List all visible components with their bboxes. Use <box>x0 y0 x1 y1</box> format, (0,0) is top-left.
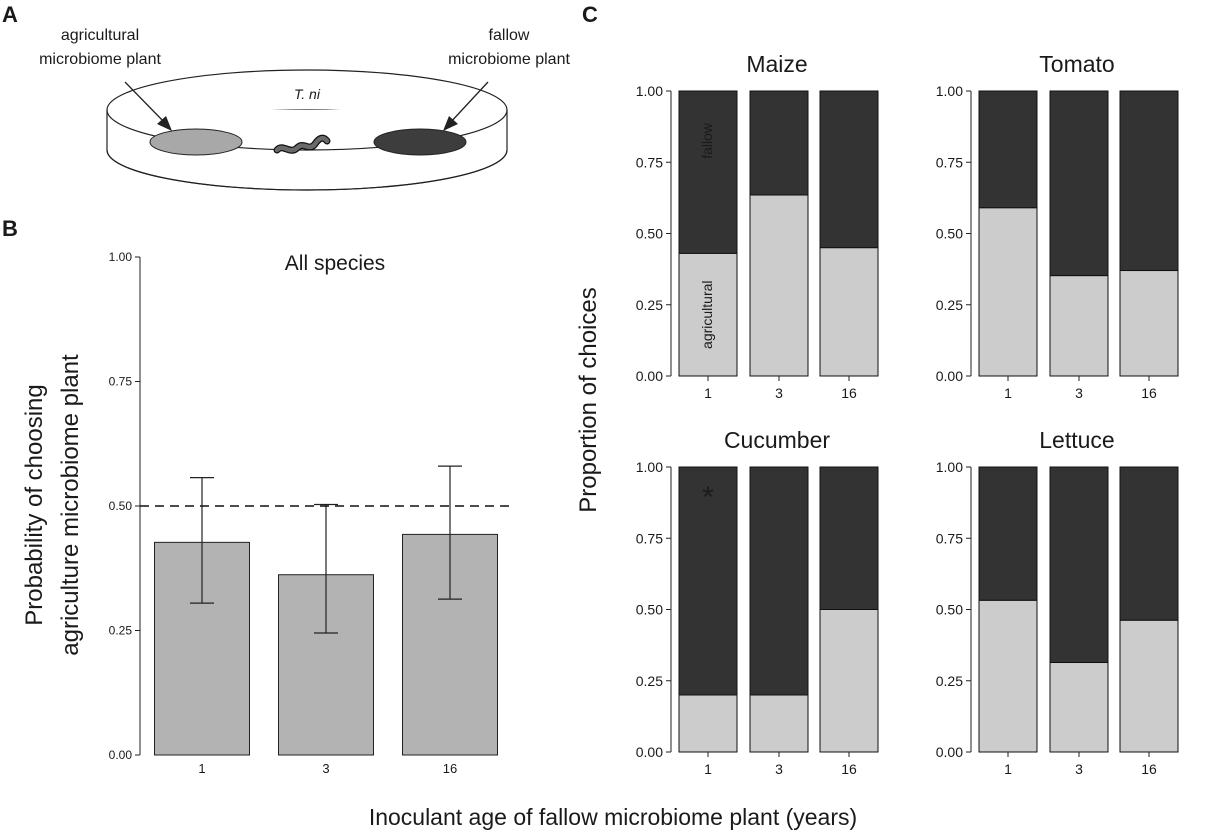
c-inner-label-fallow: fallow <box>699 122 715 159</box>
c-x-tick-label: 3 <box>1075 385 1083 401</box>
c-x-tick-label: 1 <box>704 385 712 401</box>
c-bar-agricultural <box>749 194 809 377</box>
c-y-tick-label: 0.50 <box>636 602 663 618</box>
c-bar-agricultural <box>749 694 809 753</box>
c-x-tick-label: 1 <box>1004 385 1012 401</box>
b-y-tick-label: 0.50 <box>109 499 133 513</box>
c-y-tick-label: 0.50 <box>636 226 663 242</box>
panel-b-bar-chart: All species Probability of choosing agri… <box>21 250 512 776</box>
b-y-tick-label: 0.75 <box>109 375 133 389</box>
agricultural-label-line2: microbiome plant <box>39 51 161 68</box>
c-y-tick-label: 0.00 <box>636 368 663 384</box>
b-y-axis-label-line1: Probability of choosing <box>21 384 48 625</box>
c-bar-fallow <box>1049 90 1109 277</box>
c-x-tick-label: 16 <box>1141 385 1157 401</box>
c-x-tick-label: 3 <box>775 385 783 401</box>
panel-label-a: A <box>2 2 18 27</box>
shared-x-axis-label: Inoculant age of fallow microbiome plant… <box>369 804 857 830</box>
left-arrow-head <box>157 116 172 131</box>
b-chart-title: All species <box>285 252 385 275</box>
c-y-tick-label: 0.25 <box>636 297 663 313</box>
c-x-tick-label: 16 <box>841 761 857 777</box>
tni-label: T. ni <box>294 86 321 102</box>
fallow-label-line2: microbiome plant <box>448 51 570 68</box>
c-bar-agricultural <box>678 694 738 753</box>
right-arrow-line <box>448 81 489 125</box>
b-y-tick-label: 0.00 <box>109 748 133 762</box>
petri-dish-diagram: agricultural microbiome plant fallow mic… <box>39 27 570 191</box>
b-x-tick-label: 3 <box>322 761 329 776</box>
c-bar-fallow <box>678 90 738 254</box>
c-bar-agricultural <box>1049 275 1109 377</box>
c-y-tick-label: 1.00 <box>936 83 963 99</box>
c-x-tick-label: 1 <box>1004 761 1012 777</box>
b-y-tick-label: 0.25 <box>109 624 133 638</box>
c-y-tick-label: 0.50 <box>936 226 963 242</box>
c-bar-fallow <box>678 466 738 696</box>
panel-c-stacked-bar-charts: Proportion of choices Maize 0.00 0.25 0.50 0… <box>575 51 1179 777</box>
c-bar-agricultural <box>819 247 879 377</box>
b-x-tick-label: 16 <box>443 761 457 776</box>
c-bar-fallow <box>749 466 809 696</box>
c-y-tick-label: 0.75 <box>636 154 663 170</box>
c-significance-asterisk: * <box>702 481 714 514</box>
c-bar-agricultural <box>1049 662 1109 753</box>
c-y-tick-label: 0.75 <box>936 154 963 170</box>
c-y-tick-label: 0.25 <box>936 297 963 313</box>
panel-label-c: C <box>582 2 598 27</box>
c-panel-title: Lettuce <box>1039 427 1114 453</box>
c-bar-fallow <box>749 90 809 196</box>
c-x-tick-label: 3 <box>775 761 783 777</box>
c-y-tick-label: 1.00 <box>936 459 963 475</box>
c-bar-agricultural <box>819 609 879 753</box>
c-y-tick-label: 0.75 <box>936 530 963 546</box>
c-x-tick-label: 1 <box>704 761 712 777</box>
agricultural-label-line1: agricultural <box>61 27 139 44</box>
agricultural-plant-leaf <box>149 128 243 156</box>
c-bar-agricultural <box>978 207 1038 377</box>
b-y-tick-label: 1.00 <box>109 250 133 264</box>
b-y-axis-label-line2: agriculture microbiome plant <box>57 354 84 656</box>
c-x-tick-label: 16 <box>1141 761 1157 777</box>
c-bar-fallow <box>1119 466 1179 621</box>
c-bar-fallow <box>1119 90 1179 272</box>
c-bar-agricultural <box>978 599 1038 753</box>
c-bar-agricultural <box>678 252 738 377</box>
c-y-axis-label: Proportion of choices <box>575 287 602 512</box>
c-inner-label-agricultural: agricultural <box>699 280 715 348</box>
caterpillar-icon-body <box>274 135 330 153</box>
c-bar-agricultural <box>1119 619 1179 753</box>
c-panel-title: Tomato <box>1039 51 1114 77</box>
c-bar-fallow <box>819 466 879 610</box>
dish-bottom-front-arc <box>106 149 508 191</box>
c-bar-fallow <box>978 90 1038 209</box>
c-y-tick-label: 0.00 <box>636 744 663 760</box>
c-x-tick-label: 3 <box>1075 761 1083 777</box>
c-y-tick-label: 0.00 <box>936 368 963 384</box>
panel-label-b: B <box>2 216 18 241</box>
c-y-tick-label: 0.00 <box>936 744 963 760</box>
c-bar-agricultural <box>1119 270 1179 377</box>
c-y-tick-label: 1.00 <box>636 83 663 99</box>
c-bar-fallow <box>978 466 1038 601</box>
fallow-plant-leaf <box>373 128 467 156</box>
c-bar-fallow <box>1049 466 1109 664</box>
c-x-tick-label: 16 <box>841 385 857 401</box>
c-bar-fallow <box>819 90 879 249</box>
right-arrow-head <box>443 116 458 131</box>
c-y-tick-label: 0.75 <box>636 530 663 546</box>
fallow-label-line1: fallow <box>489 27 530 44</box>
c-y-tick-label: 0.25 <box>936 673 963 689</box>
b-x-tick-label: 1 <box>198 761 205 776</box>
c-panel-title: Cucumber <box>724 427 830 453</box>
c-y-tick-label: 0.50 <box>936 602 963 618</box>
c-y-tick-label: 0.25 <box>636 673 663 689</box>
c-panel-title: Maize <box>746 51 807 77</box>
left-arrow-line <box>124 81 167 125</box>
c-y-tick-label: 1.00 <box>636 459 663 475</box>
